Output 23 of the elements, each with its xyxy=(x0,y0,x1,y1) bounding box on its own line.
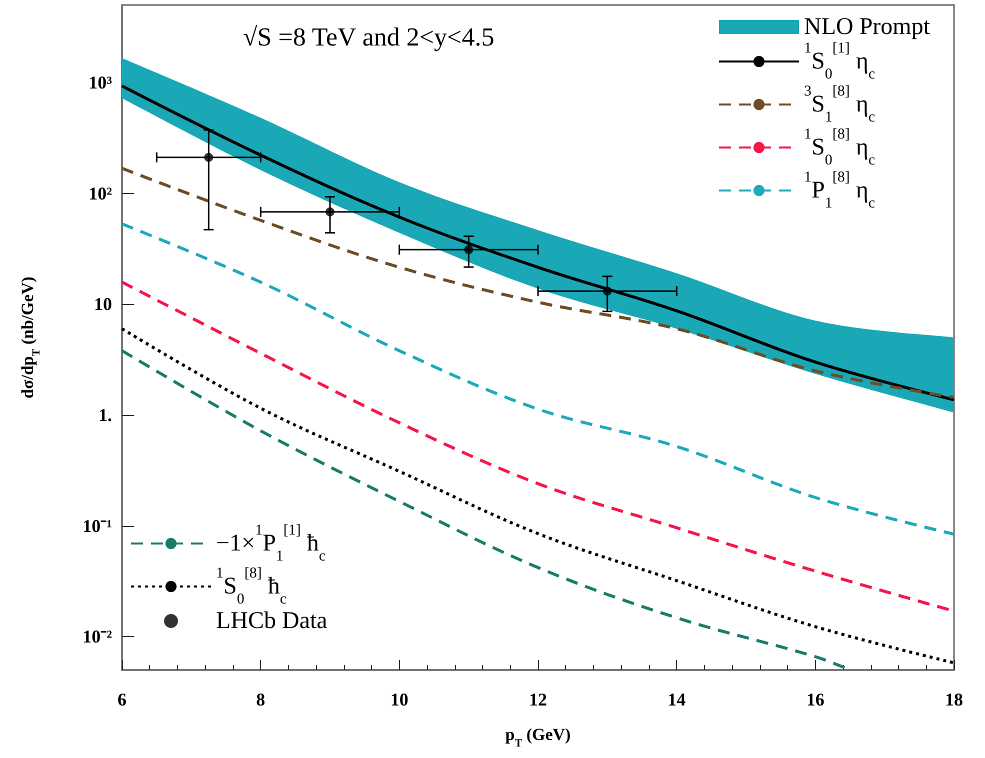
annotation: √S =8 TeV and 2<y<4.5 xyxy=(243,22,494,52)
x-tick-label: 16 xyxy=(806,690,824,710)
point xyxy=(326,207,334,216)
y-tick-label: 10³ xyxy=(88,72,113,92)
x-tick-label: 6 xyxy=(118,690,126,710)
point xyxy=(204,152,214,162)
y-tick-label: 10² xyxy=(88,183,112,204)
legend-label: LHCb Data xyxy=(216,608,328,634)
x-tick-label: 18 xyxy=(945,690,963,710)
legend-label: NLO Prompt xyxy=(804,14,930,40)
y-axis-title: dσ/dpT (nb/GeV) xyxy=(18,276,42,398)
y-tick-label: 10 xyxy=(94,294,112,314)
x-tick-label: 14 xyxy=(668,690,686,710)
point xyxy=(464,245,474,254)
x-tick-label: 12 xyxy=(529,690,547,710)
y-tick-label: 10⁻¹ xyxy=(82,516,112,536)
x-tick-label: 10 xyxy=(390,690,408,710)
point xyxy=(602,286,612,296)
y-tick-label: 10⁻² xyxy=(82,626,112,647)
line-series xyxy=(120,327,956,664)
x-tick-label: 8 xyxy=(256,690,266,710)
y-tick-label: 1. xyxy=(98,404,112,425)
line-series xyxy=(120,166,956,399)
